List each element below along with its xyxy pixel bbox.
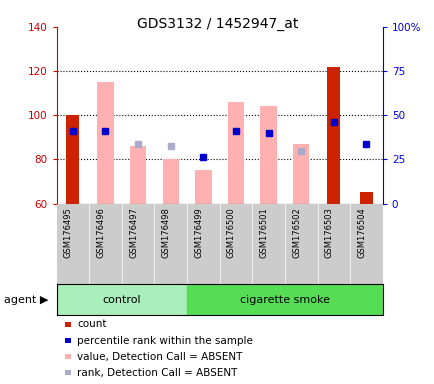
Text: value, Detection Call = ABSENT: value, Detection Call = ABSENT	[77, 352, 242, 362]
Bar	[56, 284, 187, 315]
Text: GSM176498: GSM176498	[161, 208, 170, 258]
Bar	[284, 204, 317, 284]
Bar	[227, 102, 243, 204]
Text: GSM176499: GSM176499	[194, 208, 203, 258]
Text: GSM176503: GSM176503	[324, 208, 333, 258]
Bar	[359, 192, 372, 204]
Text: agent ▶: agent ▶	[4, 295, 49, 305]
Bar	[260, 106, 276, 204]
Bar	[56, 204, 89, 284]
Text: percentile rank within the sample: percentile rank within the sample	[77, 336, 253, 346]
Bar	[97, 82, 113, 204]
Text: count: count	[77, 319, 107, 329]
Text: GSM176501: GSM176501	[259, 208, 268, 258]
Text: GDS3132 / 1452947_at: GDS3132 / 1452947_at	[137, 17, 297, 31]
Bar	[154, 204, 187, 284]
Bar	[219, 204, 252, 284]
Bar	[122, 204, 154, 284]
Bar	[195, 170, 211, 204]
Bar	[317, 204, 349, 284]
Bar	[293, 144, 309, 204]
Text: GSM176495: GSM176495	[64, 208, 73, 258]
Bar	[66, 115, 79, 204]
Bar	[187, 204, 219, 284]
Bar	[252, 204, 284, 284]
Text: rank, Detection Call = ABSENT: rank, Detection Call = ABSENT	[77, 368, 237, 378]
Bar	[187, 284, 382, 315]
Bar	[130, 146, 146, 204]
Text: GSM176497: GSM176497	[129, 208, 138, 258]
Text: control: control	[102, 295, 141, 305]
Text: GSM176496: GSM176496	[96, 208, 105, 258]
Bar	[89, 204, 122, 284]
Bar	[349, 204, 382, 284]
Text: GSM176500: GSM176500	[227, 208, 235, 258]
Text: GSM176504: GSM176504	[357, 208, 365, 258]
Text: GSM176502: GSM176502	[292, 208, 300, 258]
Text: cigarette smoke: cigarette smoke	[240, 295, 329, 305]
Bar	[326, 67, 339, 204]
Bar	[162, 159, 178, 204]
